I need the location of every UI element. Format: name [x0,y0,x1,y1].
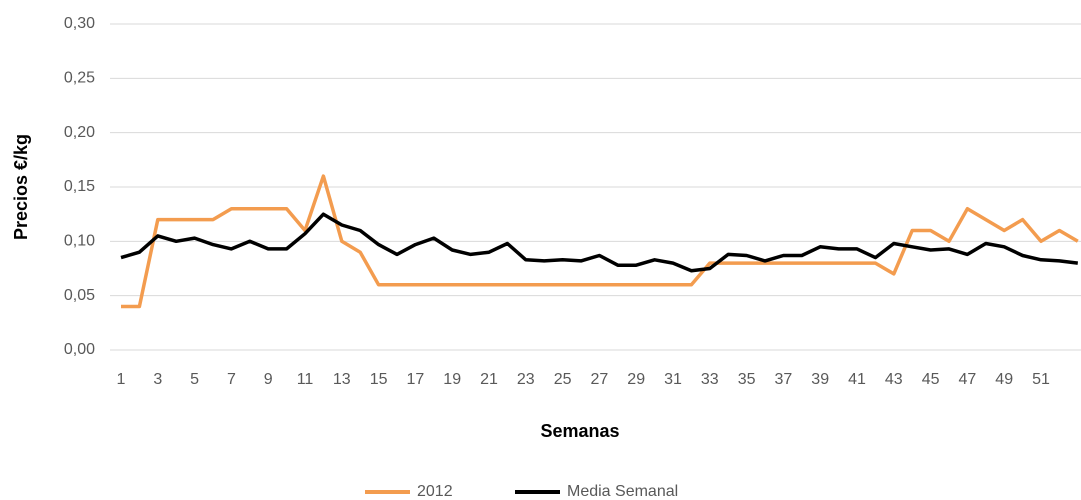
x-tick-label: 35 [738,371,756,388]
x-tick-label: 21 [480,371,498,388]
y-tick-label: 0,15 [64,178,95,195]
x-tick-label: 47 [959,371,977,388]
x-tick-label: 1 [117,371,126,388]
x-tick-label: 15 [370,371,388,388]
y-tick-label: 0,30 [64,15,95,32]
x-tick-label: 33 [701,371,719,388]
x-tick-label: 7 [227,371,236,388]
legend-label: 2012 [417,483,453,500]
x-tick-label: 39 [811,371,829,388]
x-tick-label: 31 [664,371,682,388]
series-line [120,212,1079,273]
y-tick-label: 0,05 [64,287,95,304]
x-tick-label: 11 [297,371,314,388]
x-tick-label: 29 [627,371,645,388]
x-tick-label: 27 [591,371,609,388]
series-line [121,174,1079,309]
x-tick-label: 17 [407,371,425,388]
y-tick-label: 0,10 [64,233,95,250]
x-tick-label: 25 [554,371,572,388]
x-tick-label: 51 [1032,371,1050,388]
x-tick-label: 45 [922,371,940,388]
legend-label: Media Semanal [567,483,678,500]
x-tick-label: 13 [333,371,351,388]
x-tick-label: 9 [264,371,273,388]
y-tick-label: 0,25 [64,70,95,87]
x-tick-label: 37 [775,371,793,388]
x-axis-title: Semanas [540,421,619,441]
x-tick-label: 5 [190,371,199,388]
x-tick-label: 3 [153,371,162,388]
x-tick-label: 49 [995,371,1013,388]
y-axis-title: Precios €/kg [11,134,31,240]
y-tick-label: 0,00 [64,341,95,358]
x-tick-label: 19 [443,371,461,388]
x-tick-label: 43 [885,371,903,388]
x-tick-label: 41 [848,371,866,388]
y-tick-label: 0,20 [64,124,95,141]
x-tick-label: 23 [517,371,535,388]
